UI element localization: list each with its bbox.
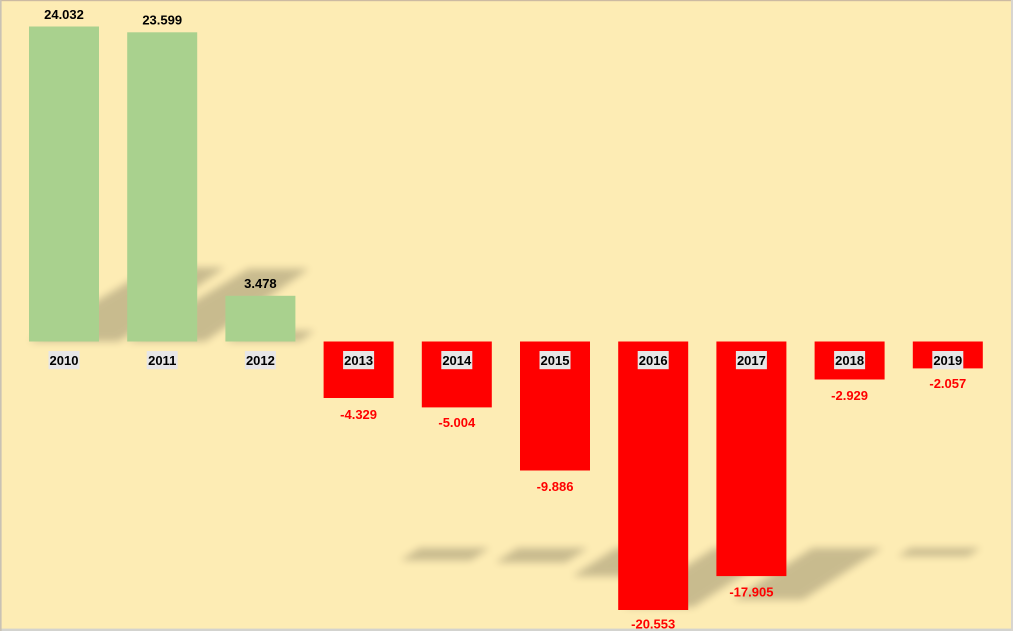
svg-text:-4.329: -4.329 [340,407,377,422]
svg-text:2016: 2016 [639,353,668,368]
svg-text:23.599: 23.599 [142,13,182,28]
svg-text:2012: 2012 [246,353,275,368]
svg-text:2019: 2019 [933,353,962,368]
svg-text:2015: 2015 [541,353,570,368]
svg-text:-5.004: -5.004 [438,415,476,430]
svg-text:-20.553: -20.553 [631,617,675,631]
svg-text:2010: 2010 [50,353,79,368]
svg-text:2017: 2017 [737,353,766,368]
svg-text:-9.886: -9.886 [537,479,574,494]
svg-text:2013: 2013 [344,353,373,368]
svg-text:3.478: 3.478 [244,276,277,291]
svg-text:2011: 2011 [148,353,176,368]
svg-text:2018: 2018 [835,353,864,368]
svg-text:-2.929: -2.929 [831,388,868,403]
svg-text:-2.057: -2.057 [929,376,966,391]
svg-text:24.032: 24.032 [44,7,84,22]
svg-text:-17.905: -17.905 [729,585,773,600]
svg-text:2014: 2014 [442,353,472,368]
